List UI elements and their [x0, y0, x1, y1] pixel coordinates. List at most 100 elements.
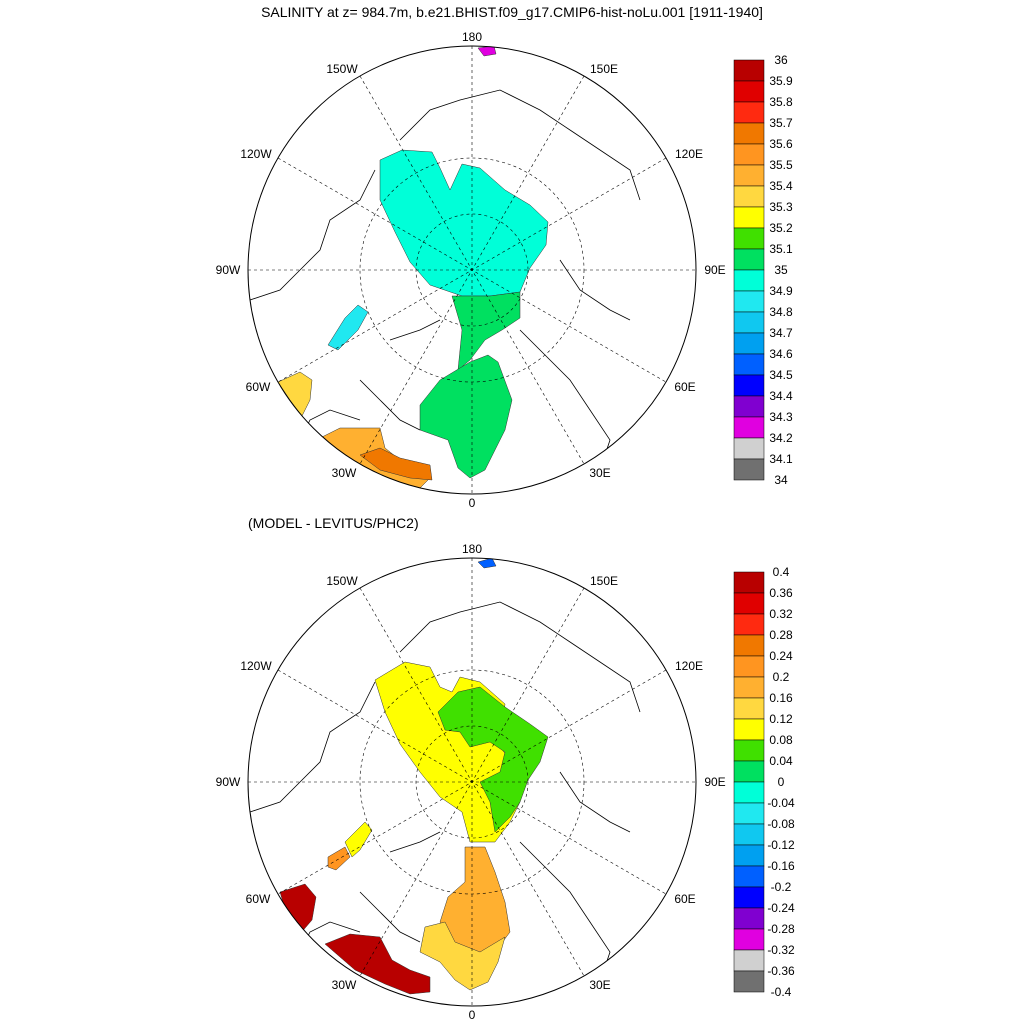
- colorbar-swatch: [733, 395, 765, 418]
- colorbar-swatch: [733, 655, 765, 678]
- coastlines: [249, 601, 641, 983]
- region-arctic-green: [437, 686, 549, 833]
- map-boundary: [247, 557, 697, 1007]
- colorbar-swatch: [733, 248, 765, 271]
- colorbar: 36 35.9 35.8 35.7 35.6 35.5 35.4 35.3 35.2 35.1 35…: [733, 53, 793, 487]
- colorbar-label: 34.7: [769, 326, 793, 340]
- colorbar-swatch: [733, 886, 765, 909]
- region-nordic-seas: [419, 354, 513, 479]
- region-north-atlantic-2: [359, 447, 433, 481]
- difference-map: 180 150W 150E 120W 120E 90W 90E 60W 60E …: [216, 542, 795, 1022]
- colorbar-swatch: [733, 185, 765, 208]
- lon-label-150e: 150E: [590, 62, 618, 76]
- colorbar-swatch: [733, 332, 765, 355]
- lon-label-90e: 90E: [704, 775, 725, 789]
- region-labrador-sea: [277, 371, 313, 417]
- colorbar-label: 0: [778, 775, 785, 789]
- colorbar-label: 36: [774, 53, 788, 67]
- graticule: [248, 46, 696, 494]
- coastlines: [249, 89, 641, 471]
- colorbar-swatch: [733, 458, 765, 481]
- region-fram-strait: [451, 291, 521, 371]
- colorbar-label: -0.24: [767, 901, 795, 915]
- lon-label-120w: 120W: [240, 147, 272, 161]
- region-baffin-bay: [327, 304, 369, 351]
- region-baffin-bay-2: [327, 846, 351, 871]
- region-labrador-sea: [279, 883, 317, 935]
- colorbar-label: 0.04: [769, 754, 793, 768]
- colorbar-label: -0.4: [771, 985, 792, 999]
- colorbar-label: -0.32: [767, 943, 795, 957]
- colorbar-swatch: [733, 374, 765, 397]
- colorbar-label: 35.9: [769, 74, 793, 88]
- region-bering-strait: [477, 558, 497, 569]
- colorbar-label: 34.9: [769, 284, 793, 298]
- lon-label-150w: 150W: [326, 574, 358, 588]
- region-baffin-bay-1: [344, 821, 373, 858]
- colorbar-label: 35.8: [769, 95, 793, 109]
- colorbar-label: 34.4: [769, 389, 793, 403]
- colorbar-swatch: [733, 739, 765, 762]
- colorbar-swatch: [733, 571, 765, 594]
- lon-label-90w: 90W: [216, 263, 241, 277]
- colorbar-label: 35.7: [769, 116, 793, 130]
- map-fill-layer: [249, 558, 641, 995]
- colorbar-label: 34.3: [769, 410, 793, 424]
- colorbar-swatch: [733, 676, 765, 699]
- colorbar: 0.4 0.36 0.32 0.28 0.24 0.2 0.16 0.12 0.08 0.04 0 -…: [733, 565, 795, 999]
- colorbar-label: -0.08: [767, 817, 795, 831]
- lon-label-120e: 120E: [675, 659, 703, 673]
- lon-label-60e: 60E: [674, 892, 695, 906]
- colorbar-label: 0.16: [769, 691, 793, 705]
- colorbar-label: 35.5: [769, 158, 793, 172]
- colorbar-swatch: [733, 290, 765, 313]
- colorbar-label: 34.2: [769, 431, 793, 445]
- lon-label-30w: 30W: [332, 978, 357, 992]
- colorbar-swatch: [733, 311, 765, 334]
- colorbar-label: 0.08: [769, 733, 793, 747]
- lon-label-150e: 150E: [590, 574, 618, 588]
- colorbar-label: 34: [774, 473, 788, 487]
- colorbar-label: 35.6: [769, 137, 793, 151]
- lon-label-60w: 60W: [246, 892, 271, 906]
- salinity-map: 180 150W 150E 120W 120E 90W 90E 60W 60E …: [216, 30, 793, 510]
- colorbar-label: -0.28: [767, 922, 795, 936]
- lon-label-60e: 60E: [674, 380, 695, 394]
- lon-label-90e: 90E: [704, 263, 725, 277]
- colorbar-swatch: [733, 592, 765, 615]
- colorbar-swatch: [733, 844, 765, 867]
- plot-title: SALINITY at z= 984.7m, b.e21.BHIST.f09_g…: [261, 4, 763, 20]
- colorbar-label: 34.6: [769, 347, 793, 361]
- region-north-atlantic: [324, 933, 431, 995]
- colorbar-swatch: [733, 802, 765, 825]
- colorbar-swatch: [733, 437, 765, 460]
- colorbar-swatch: [733, 634, 765, 657]
- colorbar-swatch: [733, 613, 765, 636]
- colorbar-label: 35.4: [769, 179, 793, 193]
- colorbar-swatch: [733, 122, 765, 145]
- map-fill-layer: [249, 46, 641, 489]
- colorbar-label: 0.28: [769, 628, 793, 642]
- lon-label-180: 180: [462, 542, 482, 556]
- colorbar-label: 0.4: [773, 565, 790, 579]
- colorbar-swatch: [733, 206, 765, 229]
- colorbar-label: -0.16: [767, 859, 795, 873]
- colorbar-swatch: [733, 353, 765, 376]
- colorbar-label: 0.12: [769, 712, 793, 726]
- colorbar-swatch: [733, 416, 765, 439]
- colorbar-label: 35.2: [769, 221, 793, 235]
- colorbar-label: 34.8: [769, 305, 793, 319]
- colorbar-swatch: [733, 718, 765, 741]
- colorbar-swatch: [733, 101, 765, 124]
- lon-label-0: 0: [469, 496, 476, 510]
- colorbar-label: 0.36: [769, 586, 793, 600]
- colorbar-swatch: [733, 970, 765, 993]
- lon-label-90w: 90W: [216, 775, 241, 789]
- lon-label-30e: 30E: [589, 978, 610, 992]
- colorbar-swatch: [733, 865, 765, 888]
- colorbar-label: 0.32: [769, 607, 793, 621]
- region-eurasian-basin: [379, 149, 549, 297]
- colorbar-label: -0.2: [771, 880, 792, 894]
- plot-subtitle: (MODEL - LEVITUS/PHC2): [248, 515, 419, 531]
- lon-label-60w: 60W: [246, 380, 271, 394]
